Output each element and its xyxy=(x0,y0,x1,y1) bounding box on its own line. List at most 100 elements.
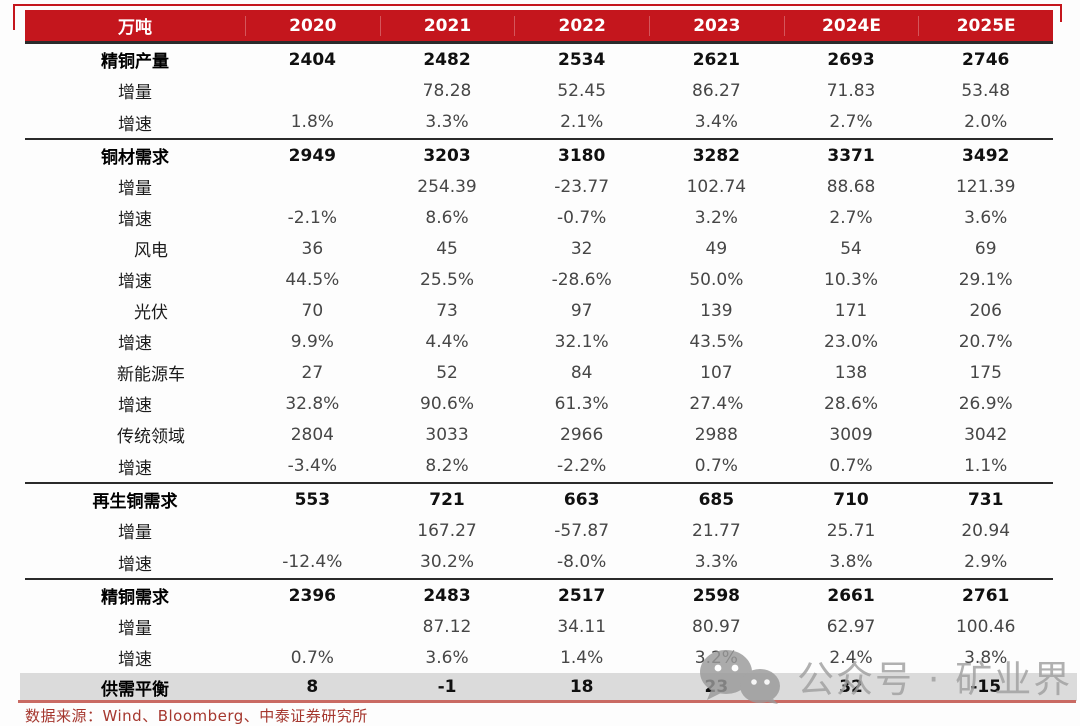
table-row: 增量 167.27 -57.87 21.77 25.71 20.94 xyxy=(25,515,1053,546)
cell: 2761 xyxy=(962,585,1010,606)
column-header-2021: 2021 xyxy=(379,15,515,36)
cell: 121.39 xyxy=(955,176,1016,197)
cell: 36 xyxy=(301,238,324,259)
cell: 54 xyxy=(840,238,862,259)
table-row: 增量 254.39 -23.77 102.74 88.68 121.39 xyxy=(25,171,1053,202)
cell: 28.6% xyxy=(824,393,879,414)
cell: 30.2% xyxy=(420,552,475,572)
column-header-2022: 2022 xyxy=(514,15,649,36)
cell: 25.71 xyxy=(826,520,876,541)
table-row: 增速 -2.1% 8.6% -0.7% 3.2% 2.7% 3.6% xyxy=(25,202,1053,233)
cell: 2598 xyxy=(692,585,741,606)
row-label: 增速 xyxy=(118,334,152,354)
table-row: 精铜产量 2404 2482 2534 2621 2693 2746 xyxy=(25,44,1053,75)
cell: 0.7% xyxy=(829,456,873,476)
cell: 2.0% xyxy=(964,112,1008,132)
cell: 3180 xyxy=(558,145,606,166)
cell: 0.7% xyxy=(290,647,334,668)
row-label: 光伏 xyxy=(134,303,168,323)
table-row: 增量 87.12 34.11 80.97 62.97 100.46 xyxy=(25,611,1053,642)
cell: 3282 xyxy=(692,145,741,166)
cell: 8.2% xyxy=(425,456,469,476)
cell: -23.77 xyxy=(554,176,610,197)
table-row: 光伏 70 73 97 139 171 206 xyxy=(25,295,1053,326)
cell: 52.45 xyxy=(557,80,607,101)
frame-corner-right xyxy=(1060,4,1062,22)
cell: 3492 xyxy=(962,145,1010,166)
cell: 663 xyxy=(563,489,600,510)
cell: 45 xyxy=(436,238,458,259)
row-label: 再生铜需求 xyxy=(92,492,178,512)
table-row: 传统领域 2804 3033 2966 2988 3009 3042 xyxy=(25,419,1053,450)
cell: 20.7% xyxy=(958,331,1013,352)
cell: 2517 xyxy=(558,585,606,606)
cell: -2.1% xyxy=(287,207,337,228)
cell: 3.6% xyxy=(425,647,469,668)
cell: 102.74 xyxy=(686,176,747,197)
table-row: 增速 -12.4% 30.2% -8.0% 3.3% 3.8% 2.9% xyxy=(25,546,1053,580)
cell: 4.4% xyxy=(425,331,469,352)
row-label: 新能源车 xyxy=(117,365,185,385)
cell: 23 xyxy=(704,677,729,697)
cell: -8.0% xyxy=(557,552,607,572)
cell: 20.94 xyxy=(961,520,1011,541)
cell: 721 xyxy=(429,489,465,510)
column-header-2025e: 2025E xyxy=(918,15,1053,36)
cell: 2534 xyxy=(558,49,606,70)
cell: 32 xyxy=(839,677,863,697)
cell: 100.46 xyxy=(955,616,1016,637)
source-note: 数据来源：Wind、Bloomberg、中泰证券研究所 xyxy=(25,707,368,725)
row-label: 精铜产量 xyxy=(101,52,169,72)
cell: 8.6% xyxy=(425,207,469,228)
cell: 3.3% xyxy=(694,552,738,572)
row-label: 增速 xyxy=(118,650,152,670)
table-row: 新能源车 27 52 84 107 138 175 xyxy=(25,357,1053,388)
cell: 2.1% xyxy=(560,112,604,132)
cell: -28.6% xyxy=(551,269,612,290)
table-row: 增速 0.7% 3.6% 1.4% 3.2% 2.4% 3.8% xyxy=(25,642,1053,673)
cell: 69 xyxy=(974,238,997,259)
table-row: 精铜需求 2396 2483 2517 2598 2661 2761 xyxy=(25,580,1053,611)
cell: 2949 xyxy=(288,145,336,166)
cell: 43.5% xyxy=(689,331,744,352)
cell: 26.9% xyxy=(958,393,1013,414)
cell: 3033 xyxy=(425,424,469,445)
table-body: 精铜产量 2404 2482 2534 2621 2693 2746 增量 78.28 52.45… xyxy=(20,44,1077,701)
cell: 9.9% xyxy=(290,331,334,352)
cell: 8 xyxy=(306,677,319,697)
table-row: 铜材需求 2949 3203 3180 3282 3371 3492 xyxy=(25,140,1053,171)
cell: 685 xyxy=(698,489,735,510)
cell: 254.39 xyxy=(417,176,477,197)
cell: 88.68 xyxy=(826,176,876,197)
cell: 86.27 xyxy=(692,80,741,101)
cell: 70 xyxy=(301,300,324,321)
cell: 2404 xyxy=(288,49,336,70)
row-label: 增量 xyxy=(118,83,152,103)
column-header-2024e: 2024E xyxy=(783,15,919,36)
cell: 32.1% xyxy=(554,331,609,352)
cell: 44.5% xyxy=(285,269,340,290)
cell: 53.48 xyxy=(961,80,1011,101)
cell: 175 xyxy=(969,362,1002,383)
cell: 0.7% xyxy=(694,456,738,476)
table-row: 增量 78.28 52.45 86.27 71.83 53.48 xyxy=(25,75,1053,106)
cell: -57.87 xyxy=(554,520,610,541)
top-accent-line xyxy=(13,4,1062,6)
cell: 27.4% xyxy=(689,393,744,414)
cell: 553 xyxy=(294,489,331,510)
column-header-unit: 万吨 xyxy=(118,18,152,38)
cell: 3.6% xyxy=(964,207,1008,228)
cell: 10.3% xyxy=(824,269,879,290)
cell: 90.6% xyxy=(420,393,475,414)
cell: 84 xyxy=(570,362,593,383)
row-label: 增速 xyxy=(118,396,152,416)
row-label: 增速 xyxy=(118,210,152,230)
cell: 73 xyxy=(436,300,458,321)
cell: 2.7% xyxy=(829,207,873,228)
row-label: 增速 xyxy=(118,272,152,292)
cell: 3.4% xyxy=(694,112,738,132)
cell: 27 xyxy=(301,362,324,383)
cell: 2966 xyxy=(560,424,604,445)
cell: 3.8% xyxy=(829,552,873,572)
